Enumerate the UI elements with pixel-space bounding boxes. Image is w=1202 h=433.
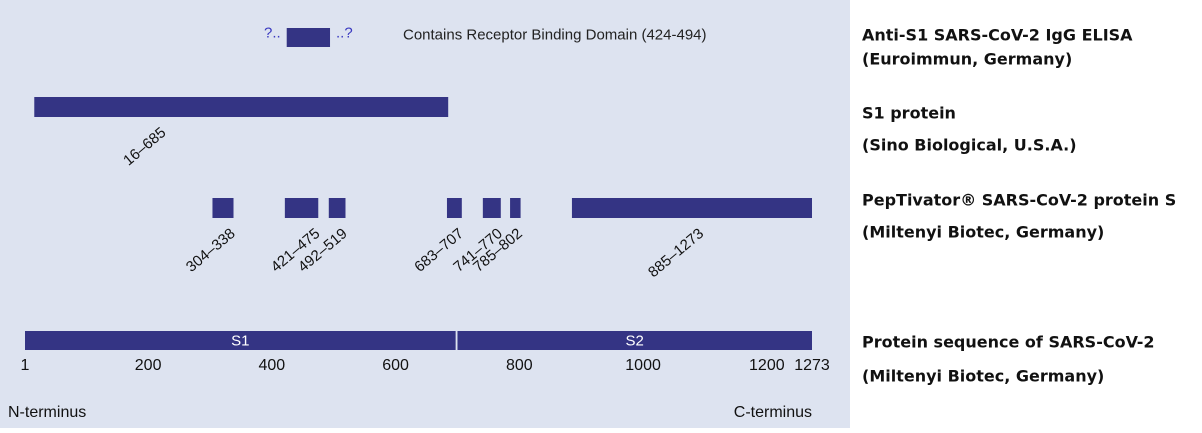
x-tick-label: 600 xyxy=(382,357,409,374)
x-tick-label: 200 xyxy=(135,357,162,374)
row-title: Anti-S1 SARS-CoV-2 IgG ELISA xyxy=(862,26,1133,45)
suffix: ..? xyxy=(336,24,353,41)
x-tick-label: 1200 xyxy=(749,357,785,374)
x-tick-label: 400 xyxy=(259,357,286,374)
note: Contains Receptor Binding Domain (424-49… xyxy=(403,26,707,43)
range-bar xyxy=(284,198,319,218)
x-tick-label: 1273 xyxy=(794,357,830,374)
range-bar xyxy=(446,198,462,218)
x-tick-label: 1000 xyxy=(625,357,661,374)
segment-name: S2 xyxy=(626,332,644,349)
range-bar xyxy=(510,198,521,218)
range-bar xyxy=(25,331,456,350)
row-subtitle: (Miltenyi Biotec, Germany) xyxy=(862,367,1104,386)
range-bar xyxy=(286,28,331,47)
row-subtitle: (Euroimmun, Germany) xyxy=(862,50,1072,69)
x-tick-label: 1 xyxy=(21,357,30,374)
range-bar xyxy=(571,198,812,218)
segment-name: S1 xyxy=(231,332,249,349)
row-title: S1 protein xyxy=(862,104,956,123)
prefix: ?.. xyxy=(264,24,281,41)
c-terminus: C-terminus xyxy=(734,404,812,421)
row-subtitle: (Sino Biological, U.S.A.) xyxy=(862,136,1077,155)
x-tick-label: 800 xyxy=(506,357,533,374)
row-title: Protein sequence of SARS-CoV-2 xyxy=(862,333,1155,352)
row-title: PepTivator® SARS-CoV-2 protein S xyxy=(862,191,1176,210)
range-bar xyxy=(482,198,501,218)
n-terminus: N-terminus xyxy=(8,404,86,421)
row-subtitle: (Miltenyi Biotec, Germany) xyxy=(862,223,1104,242)
range-bar xyxy=(328,198,346,218)
range-bar xyxy=(457,331,812,350)
range-bar xyxy=(212,198,234,218)
range-bar xyxy=(34,97,449,117)
